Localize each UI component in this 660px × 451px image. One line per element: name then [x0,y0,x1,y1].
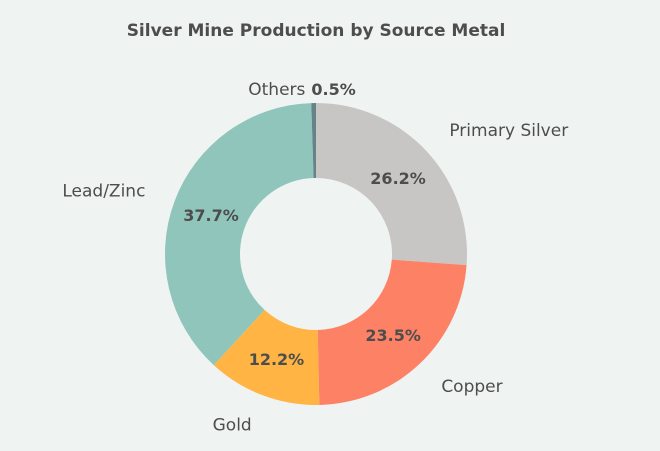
percent-label-copper: 23.5% [365,326,421,345]
slice-primary-silver [316,103,468,266]
slice-gold [213,309,320,405]
category-label-others: Others [248,80,305,100]
slice-others [311,103,316,179]
percent-label-others: 0.5% [311,80,355,99]
category-label-lead-zinc: Lead/Zinc [62,182,145,202]
percent-label-gold: 12.2% [249,350,305,369]
slices-group [164,103,468,405]
chart-title: Silver Mine Production by Source Metal [126,21,506,41]
percent-label-lead-zinc: 37.7% [183,206,239,225]
percent-labels-group: 26.2% 23.5% 12.2% 37.7% 0.5% [183,80,426,369]
slice-lead-zinc [164,103,314,366]
slice-copper [317,259,467,405]
percent-label-primary-silver: 26.2% [370,169,426,188]
category-label-primary-silver: Primary Silver [449,121,568,141]
category-label-gold: Gold [213,415,252,435]
category-labels-group: Primary Silver Copper Gold Lead/Zinc Others [62,80,568,435]
category-label-copper: Copper [441,377,502,397]
